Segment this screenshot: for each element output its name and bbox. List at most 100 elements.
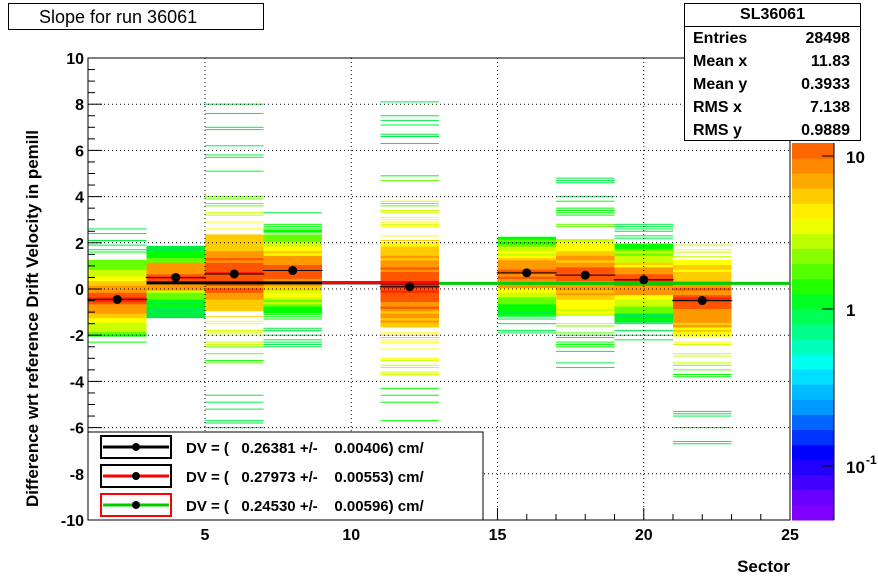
heat-cell (263, 257, 322, 261)
heat-cell (88, 251, 147, 253)
heat-cell (263, 243, 322, 247)
heat-cell (263, 316, 322, 318)
heat-cell (380, 310, 439, 314)
heat-cell (380, 301, 439, 305)
heat-cell (497, 330, 556, 332)
heat-cell (614, 243, 673, 247)
heat-cell (673, 341, 732, 343)
heat-cell (205, 308, 264, 312)
heat-cell (263, 236, 322, 240)
stats-row-rms-y: RMS y 0.9889 (685, 119, 860, 142)
heat-cell (380, 119, 439, 121)
heat-cell (380, 337, 439, 339)
heat-cell (380, 332, 439, 334)
heat-cell (263, 255, 322, 259)
heat-cell (205, 234, 264, 238)
heat-cell (380, 334, 439, 336)
heat-cell (205, 198, 264, 200)
heat-cell (380, 221, 439, 223)
colorbar-swatch (792, 293, 834, 310)
heat-cell (146, 285, 205, 289)
y-tick-label: -2 (70, 328, 84, 345)
heat-cell (205, 330, 264, 332)
heat-cell (556, 296, 615, 300)
heat-cell (673, 326, 732, 330)
heat-cell (205, 362, 264, 364)
x-tick-label: 25 (781, 527, 799, 544)
heat-cell (205, 205, 264, 207)
heat-cell (263, 264, 322, 268)
colorbar-swatch (792, 384, 834, 400)
heat-cell (614, 323, 673, 325)
heat-cell (263, 289, 322, 293)
heat-cell (205, 343, 264, 345)
heat-cell (380, 292, 439, 296)
heat-cell (380, 235, 439, 237)
heat-cell (88, 326, 147, 330)
heat-cell (88, 319, 147, 323)
stats-name: SL36061 (685, 4, 860, 27)
heat-cell (205, 353, 264, 355)
heat-cell (380, 278, 439, 282)
heat-cell (380, 299, 439, 303)
heat-cell (380, 273, 439, 277)
heat-cell (380, 133, 439, 135)
heat-cell (497, 241, 556, 245)
stats-row-entries: Entries 28498 (685, 27, 860, 50)
heat-cell (88, 233, 147, 235)
heat-cell (205, 334, 264, 336)
heat-cell (556, 303, 615, 307)
heat-cell (205, 266, 264, 270)
heat-cell (146, 303, 205, 307)
heat-cell (205, 278, 264, 282)
heat-cell (146, 250, 205, 254)
heat-cell (146, 299, 205, 303)
y-tick-label: -10 (61, 513, 84, 530)
legend-entry-text: DV = ( 0.24530 +/- 0.00596) cm/ (186, 498, 424, 515)
chart-title: Slope for run 36061 (8, 3, 264, 30)
heat-cell (614, 308, 673, 312)
heat-cell (205, 196, 264, 198)
heat-cell (673, 343, 732, 345)
colorbar-swatch (792, 339, 834, 355)
heat-cell (146, 296, 205, 300)
legend-entry-text: DV = ( 0.26381 +/- 0.00406) cm/ (186, 440, 424, 457)
heat-cell (614, 319, 673, 323)
heat-cell (263, 313, 322, 315)
heat-cell (380, 269, 439, 272)
heat-cell (673, 308, 732, 312)
heat-cell (556, 301, 615, 305)
heat-cell (614, 255, 673, 259)
heat-cell (556, 209, 615, 211)
heat-cell (380, 367, 439, 369)
heat-cell (673, 315, 732, 319)
legend-swatch-box (100, 464, 172, 488)
heat-cell (380, 303, 439, 307)
heat-cell (205, 103, 264, 105)
colorbar-swatch (792, 203, 834, 219)
colorbar-swatch (792, 429, 834, 446)
heatmap-layer (88, 101, 732, 491)
heat-cell (380, 315, 439, 319)
heat-cell (146, 266, 205, 270)
heat-cell (380, 101, 439, 103)
x-tick-label: 10 (342, 527, 360, 544)
heat-cell (146, 287, 205, 291)
heat-cell (497, 308, 556, 312)
heat-cell (205, 241, 264, 245)
heat-cell (263, 278, 322, 282)
profile-point (112, 294, 122, 304)
heat-cell (673, 322, 732, 326)
y-axis-label: Difference wrt reference Drift Velocity … (23, 130, 42, 507)
heat-cell (556, 255, 615, 259)
heat-cell (380, 364, 439, 366)
heat-cell (556, 299, 615, 303)
heat-cell (263, 292, 322, 296)
legend-swatch-box (100, 435, 172, 459)
heat-cell (88, 282, 147, 286)
heat-cell (497, 285, 556, 289)
stats-value: 28498 (805, 30, 851, 47)
x-tick-label: 15 (489, 527, 507, 544)
